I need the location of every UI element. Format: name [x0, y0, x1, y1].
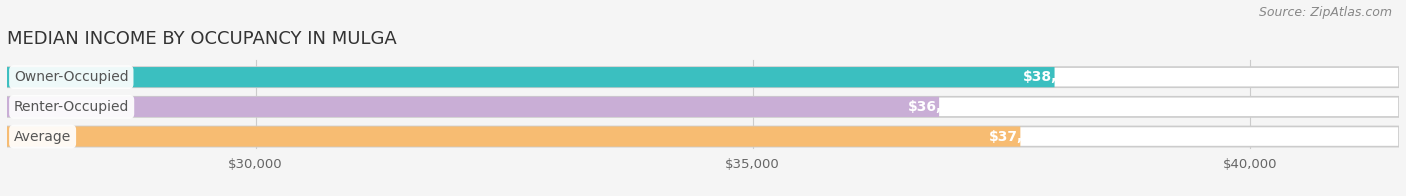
FancyBboxPatch shape	[7, 97, 939, 117]
Text: Average: Average	[14, 130, 72, 143]
Text: $38,036: $38,036	[1024, 70, 1087, 84]
Text: $36,875: $36,875	[907, 100, 970, 114]
Text: Renter-Occupied: Renter-Occupied	[14, 100, 129, 114]
Text: Source: ZipAtlas.com: Source: ZipAtlas.com	[1258, 6, 1392, 19]
FancyBboxPatch shape	[7, 67, 1399, 87]
FancyBboxPatch shape	[7, 126, 1021, 147]
FancyBboxPatch shape	[7, 126, 1399, 147]
FancyBboxPatch shape	[7, 97, 1399, 117]
Text: Owner-Occupied: Owner-Occupied	[14, 70, 128, 84]
Text: MEDIAN INCOME BY OCCUPANCY IN MULGA: MEDIAN INCOME BY OCCUPANCY IN MULGA	[7, 30, 396, 48]
FancyBboxPatch shape	[7, 67, 1054, 87]
Text: $37,692: $37,692	[988, 130, 1052, 143]
